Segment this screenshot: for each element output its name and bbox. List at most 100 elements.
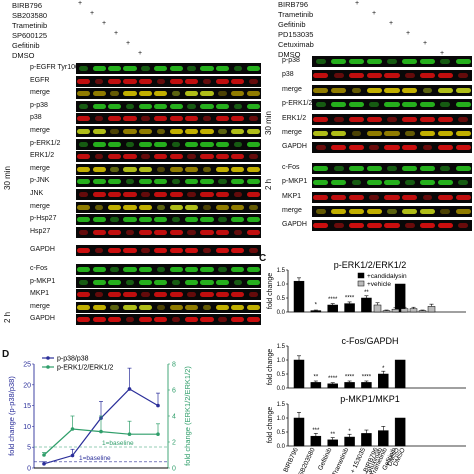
y-tick-label: 1.0 (277, 282, 286, 288)
right-band (402, 209, 418, 214)
right-band (316, 59, 326, 64)
left-band (77, 204, 91, 210)
left-band (154, 317, 168, 323)
left-band (200, 129, 214, 134)
left-band (123, 204, 137, 210)
left-band (231, 129, 245, 134)
right-band (422, 145, 433, 151)
left-band (169, 166, 183, 172)
left-treatment-label: SB203580 (12, 11, 48, 20)
left-row-label: MKP1 (30, 290, 50, 298)
right-band (437, 131, 453, 136)
left-band (169, 248, 183, 254)
y-tick-label: 0.5 (277, 372, 286, 378)
right-band (437, 145, 453, 151)
left-band (154, 116, 168, 122)
bar (344, 382, 355, 389)
left-band (200, 279, 214, 285)
left-band (200, 141, 214, 147)
right-band (366, 209, 382, 214)
left-band (138, 204, 152, 210)
left-band (123, 292, 137, 298)
chart-title: c-Fos/GAPDH (341, 336, 398, 346)
left-band (187, 154, 196, 160)
right-y-tick-label: 4 (172, 414, 176, 421)
right-band (420, 73, 436, 79)
left-band (156, 129, 166, 134)
left-band (138, 91, 152, 97)
right-band (420, 116, 436, 122)
right-band (313, 165, 329, 171)
right-band (384, 73, 400, 79)
left-band (94, 116, 104, 122)
right-band (440, 59, 451, 64)
right-blot-strip (312, 191, 472, 203)
left-band (200, 179, 214, 185)
bar (391, 308, 400, 313)
left-band (110, 304, 119, 310)
right-band (313, 223, 329, 229)
left-band (169, 78, 183, 84)
right-blot-strip (312, 206, 472, 217)
significance-label: * (382, 366, 385, 372)
right-band (404, 223, 415, 229)
left-band (110, 129, 119, 134)
left-time-label-30min: 30 min (3, 165, 12, 190)
left-band (246, 317, 260, 323)
left-band (185, 248, 199, 254)
left-band (200, 66, 214, 71)
right-band (351, 87, 362, 93)
right-band (313, 131, 329, 136)
left-band (92, 217, 106, 223)
left-band (185, 204, 199, 210)
left-band (141, 154, 150, 160)
right-band (437, 116, 453, 122)
right-band (420, 223, 436, 229)
y-tick-label: 0.0 (277, 444, 286, 450)
left-band (169, 267, 183, 272)
right-band (384, 180, 400, 186)
data-point (127, 432, 132, 436)
right-row-label: p38 (282, 71, 294, 79)
left-band (154, 292, 168, 298)
left-band (92, 103, 106, 109)
left-treatment-label: BIRB796 (12, 1, 43, 10)
right-blot-strip (312, 84, 472, 96)
left-band (231, 91, 245, 97)
legend-marker (46, 365, 50, 369)
right-y-tick-label: 8 (172, 362, 176, 369)
bar (344, 436, 355, 447)
left-band (107, 116, 122, 122)
significance-label: **** (345, 374, 355, 380)
right-band (366, 180, 382, 186)
panel-d-chart: 0 5 10 15 20 25 0 2 4 6 8 fold change (p-p38/p38) fo… (7, 356, 192, 473)
legend-label: p-p38/p38 (57, 356, 89, 363)
right-band (369, 145, 380, 151)
left-band (246, 129, 260, 134)
y-tick-label: 1.5 (277, 402, 286, 408)
right-blot-strip (312, 70, 472, 82)
left-band (138, 217, 152, 223)
left-blot-strip (76, 245, 261, 257)
left-band (123, 66, 137, 71)
left-blot-strip (76, 226, 261, 238)
left-band (231, 217, 245, 223)
left-blot-strip (76, 88, 261, 100)
left-band (141, 292, 150, 298)
right-band (420, 59, 436, 64)
left-band (110, 91, 119, 97)
left-band (94, 292, 104, 298)
right-band (420, 102, 436, 108)
right-row-label: merge (282, 85, 302, 93)
bar (310, 382, 322, 389)
left-band (125, 279, 135, 285)
y-tick-label: 1.5 (277, 268, 286, 274)
left-band (246, 229, 260, 235)
right-row-label: merge (282, 207, 302, 214)
y-tick-label: 1.0 (277, 358, 286, 364)
bar (394, 283, 406, 313)
left-band (249, 116, 258, 122)
left-blot-strip (76, 314, 261, 326)
right-band (316, 209, 326, 214)
left-row-label: p-Hsp27 (30, 215, 57, 223)
